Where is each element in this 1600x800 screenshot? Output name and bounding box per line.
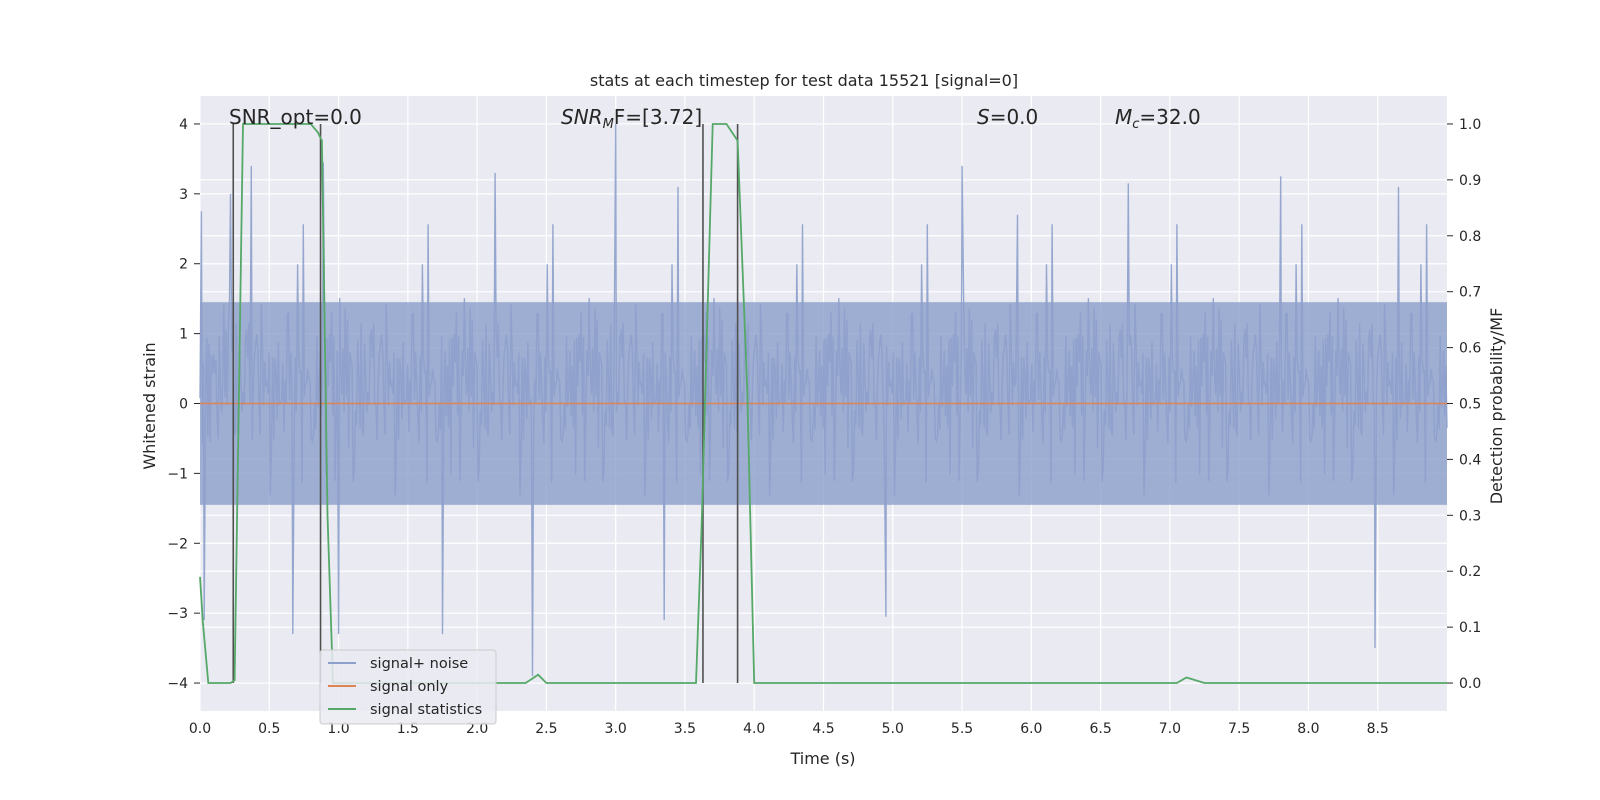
y-tick-label: 1 [179, 327, 188, 343]
y-right-tick-label: 0.5 [1459, 397, 1481, 413]
annotation-mc-rest: =32.0 [1139, 105, 1200, 129]
y-right-tick-label: 0.4 [1459, 452, 1481, 468]
y-tick-label: −1 [167, 466, 188, 482]
annotation-snr-mf: SNRMF=[3.72] [561, 105, 702, 132]
y-tick-label: −2 [167, 536, 188, 552]
x-tick-label: 1.5 [397, 721, 419, 737]
legend-label-noise: signal+ noise [370, 656, 468, 672]
x-tick-label: 1.0 [327, 721, 349, 737]
annotation-snr-mf-rest: F=[3.72] [614, 105, 702, 129]
annotation-mc: Mc=32.0 [1115, 105, 1201, 132]
annotation-mc-sub: c [1132, 117, 1139, 132]
y-tick-label: 2 [179, 257, 188, 273]
chart-title: stats at each timestep for test data 155… [590, 71, 1018, 90]
x-tick-label: 8.0 [1297, 721, 1319, 737]
y-tick-label: −4 [167, 676, 188, 692]
legend-label-signal-statistics: signal statistics [370, 702, 482, 718]
y-right-tick-label: 0.2 [1459, 564, 1481, 580]
annotation-mc-main: M [1115, 105, 1132, 129]
x-tick-label: 0.0 [189, 721, 211, 737]
y-right-tick-label: 0.6 [1459, 341, 1481, 357]
x-axis-label: Time (s) [789, 749, 855, 768]
y-right-tick-label: 0.0 [1459, 676, 1481, 692]
annotation-snr-mf-sub: M [603, 117, 614, 132]
x-tick-label: 2.0 [466, 721, 488, 737]
annotation-s-main: S [977, 105, 990, 129]
legend-box [319, 649, 497, 725]
signal-statistics-line [199, 123, 1447, 684]
y-right-tick-label: 1.0 [1459, 117, 1481, 133]
x-tick-label: 6.5 [1089, 721, 1111, 737]
y-tick-label: 4 [179, 117, 188, 133]
y-right-tick-label: 0.3 [1459, 508, 1481, 524]
x-tick-label: 0.5 [258, 721, 280, 737]
legend: signal+ noise signal only signal statist… [319, 649, 497, 725]
x-tick-label: 6.0 [1020, 721, 1042, 737]
tick-labels: 0.0 0.5 1.0 1.5 2.0 2.5 3.0 3.5 4.0 4.5 5.0 5.5 6.0 6… [167, 117, 1481, 737]
y-right-tick-label: 0.1 [1459, 620, 1481, 636]
y-right-tick-label: 0.9 [1459, 173, 1481, 189]
annotation-snr-opt: SNR_opt=0.0 [229, 105, 362, 129]
x-tick-label: 4.5 [812, 721, 834, 737]
x-tick-label: 2.5 [535, 721, 557, 737]
y-right-tick-label: 0.7 [1459, 285, 1481, 301]
y-axis-label: Whitened strain [140, 342, 159, 469]
x-tick-label: 3.5 [674, 721, 696, 737]
y-tick-label: 0 [179, 397, 188, 413]
x-tick-label: 8.5 [1367, 721, 1389, 737]
x-tick-label: 7.0 [1159, 721, 1181, 737]
x-tick-label: 3.0 [605, 721, 627, 737]
x-tick-label: 5.5 [951, 721, 973, 737]
legend-label-signal-only: signal only [370, 679, 449, 695]
y-axis-label-right: Detection probability/MF [1487, 308, 1506, 505]
y-right-tick-label: 0.8 [1459, 229, 1481, 245]
x-tick-label: 7.5 [1228, 721, 1250, 737]
annotation-s: S=0.0 [977, 105, 1038, 129]
annotation-snr-mf-main: SNR [561, 105, 603, 129]
annotation-s-rest: =0.0 [990, 105, 1039, 129]
line-series [199, 123, 1447, 684]
noise-line [199, 123, 1448, 677]
y-tick-label: −3 [167, 606, 188, 622]
y-tick-label: 3 [179, 187, 188, 203]
x-tick-label: 4.0 [743, 721, 765, 737]
x-tick-label: 5.0 [882, 721, 904, 737]
